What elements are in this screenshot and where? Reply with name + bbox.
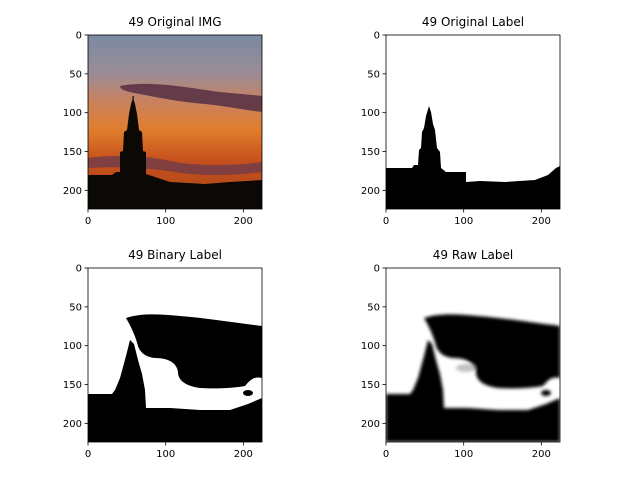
- y-tick-label: 150: [63, 380, 82, 391]
- y-tick-label: 200: [63, 186, 82, 197]
- axis-ticks: 0 100 200 0 50 100 150 200 0 100 200 0 50 100 150 200 0 1…: [63, 31, 551, 461]
- image-original: [88, 35, 262, 209]
- y-tick-label: 150: [361, 147, 380, 158]
- x-tick-label: 100: [454, 216, 473, 227]
- panel-binary-label: 49 Binary Label: [87, 248, 263, 443]
- x-tick-label: 200: [532, 216, 551, 227]
- y-tick-label: 100: [361, 341, 380, 352]
- y-tick-label: 50: [367, 302, 380, 313]
- panel-title: 49 Binary Label: [128, 248, 222, 262]
- x-tick-label: 100: [156, 216, 175, 227]
- y-tick-label: 50: [69, 302, 82, 313]
- axes-frame: [87, 267, 263, 443]
- y-tick-label: 150: [63, 147, 82, 158]
- axes-frame: [385, 34, 561, 210]
- y-tick-label: 0: [76, 264, 82, 275]
- x-tick-label: 0: [383, 216, 389, 227]
- x-tick-label: 0: [85, 216, 91, 227]
- x-tick-label: 0: [85, 449, 91, 460]
- y-tick-label: 200: [63, 419, 82, 430]
- x-tick-label: 100: [454, 449, 473, 460]
- y-tick-label: 200: [361, 186, 380, 197]
- panel-original-label: 49 Original Label: [385, 15, 561, 210]
- panel-original-img: 49 Original IMG: [87, 15, 263, 210]
- image-original-label: [386, 35, 560, 209]
- axes-frame: [87, 34, 263, 210]
- x-tick-label: 200: [532, 449, 551, 460]
- panel-title: 49 Original IMG: [128, 15, 221, 29]
- y-tick-label: 50: [69, 69, 82, 80]
- image-raw-label: [386, 268, 560, 442]
- y-tick-label: 0: [374, 264, 380, 275]
- panel-title: 49 Raw Label: [433, 248, 514, 262]
- y-tick-label: 100: [63, 341, 82, 352]
- image-binary-label: [88, 268, 262, 442]
- y-tick-label: 0: [76, 31, 82, 42]
- panel-raw-label: 49 Raw Label: [385, 248, 561, 443]
- y-tick-label: 100: [361, 108, 380, 119]
- x-tick-label: 200: [234, 449, 253, 460]
- x-tick-label: 100: [156, 449, 175, 460]
- x-tick-label: 200: [234, 216, 253, 227]
- y-tick-label: 50: [367, 69, 380, 80]
- y-tick-label: 0: [374, 31, 380, 42]
- y-tick-label: 200: [361, 419, 380, 430]
- x-tick-label: 0: [383, 449, 389, 460]
- panel-title: 49 Original Label: [422, 15, 524, 29]
- axes-frame: [385, 267, 561, 443]
- y-tick-label: 100: [63, 108, 82, 119]
- y-tick-label: 150: [361, 380, 380, 391]
